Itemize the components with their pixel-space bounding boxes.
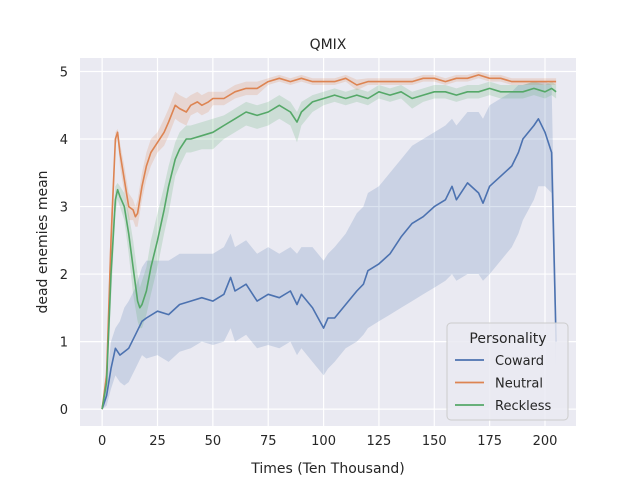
x-tick-label: 150 xyxy=(422,434,447,449)
x-tick-label: 200 xyxy=(533,434,558,449)
y-axis-label: dead enemies mean xyxy=(35,170,51,313)
reckless-line xyxy=(101,87,557,410)
confidence-bands xyxy=(102,71,557,410)
x-tick-label: 25 xyxy=(149,434,166,449)
legend-box xyxy=(446,322,569,421)
y-tick-label: 2 xyxy=(60,268,68,283)
x-tick-label: 50 xyxy=(205,434,222,449)
legend: Personality Coward Neutral Reckless xyxy=(446,322,569,421)
legend-label-coward: Coward xyxy=(495,354,544,369)
x-tick-label: 125 xyxy=(367,434,392,449)
series-lines xyxy=(101,74,557,410)
x-axis-label: Times (Ten Thousand) xyxy=(250,461,405,477)
neutral-line xyxy=(101,74,557,410)
x-tick-labels: 0 25 50 75 100 125 150 175 200 xyxy=(98,434,557,449)
x-tick-label: 75 xyxy=(260,434,277,449)
y-tick-label: 1 xyxy=(60,336,68,351)
y-tick-labels: 0 1 2 3 4 5 xyxy=(60,66,68,419)
y-tick-label: 4 xyxy=(60,133,68,148)
x-tick-label: 100 xyxy=(311,434,336,449)
legend-label-reckless: Reckless xyxy=(495,399,552,414)
x-tick-label: 0 xyxy=(98,434,106,449)
legend-items: Coward Neutral Reckless xyxy=(455,354,552,414)
y-tick-label: 5 xyxy=(60,66,68,81)
y-tick-label: 3 xyxy=(60,201,68,216)
coward-line xyxy=(101,118,557,410)
legend-title: Personality xyxy=(469,331,546,347)
chart-title: QMIX xyxy=(310,37,347,53)
coward-band xyxy=(102,81,557,410)
y-tick-label: 0 xyxy=(60,403,68,418)
x-tick-label: 175 xyxy=(477,434,502,449)
legend-label-neutral: Neutral xyxy=(495,377,543,392)
